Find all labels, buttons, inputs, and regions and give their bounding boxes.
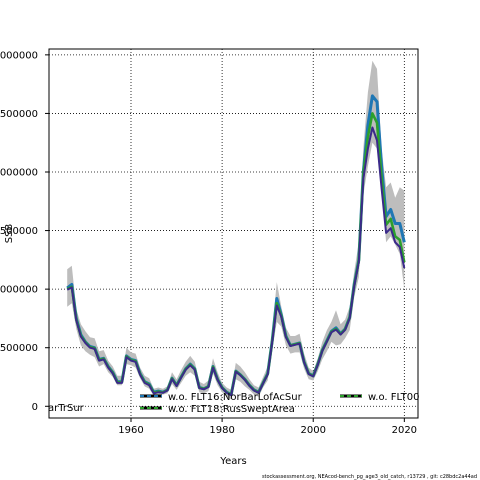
legend-fragment-label: arTrSur [48,403,85,414]
x-tick-label: 1980 [209,425,234,436]
x-tick-label: 2000 [300,425,325,436]
y-tick-label: 1500000 [0,226,38,237]
legend-item-label: w.o. FLT16:NorBarLofAcSur [168,392,303,403]
plot-frame [48,48,419,419]
y-tick-label: 3000000 [0,50,38,61]
x-tick-label: 1960 [118,425,143,436]
legend-item-label: w.o. FLT00 [368,392,420,403]
x-axis-label: Years [219,456,246,467]
y-tick-label: 0 [32,402,38,413]
x-tick-label: 2020 [392,425,417,436]
y-tick-label: 500000 [0,343,38,354]
y-tick-label: 1000000 [0,285,38,296]
series-lines [66,94,406,397]
y-axis-label: SSB [4,224,15,244]
footer-caption: stockassessment.org, NEAcod-bench_pg_age… [262,474,477,480]
y-axis: 0 500000 1000000 1500000 2000000 2500000 30000… [0,50,49,413]
confidence-band [67,60,405,400]
series-line-3 [66,126,406,397]
x-axis: 1960 1980 2000 2020 [118,418,417,436]
series-line-2 [66,112,406,397]
y-tick-label: 2500000 [0,109,38,120]
plot-area [48,48,419,419]
series-line-1 [66,94,406,397]
y-tick-label: 2000000 [0,168,38,179]
legend-item-label: w.o. FLT18:RusSweptArea [168,404,295,415]
